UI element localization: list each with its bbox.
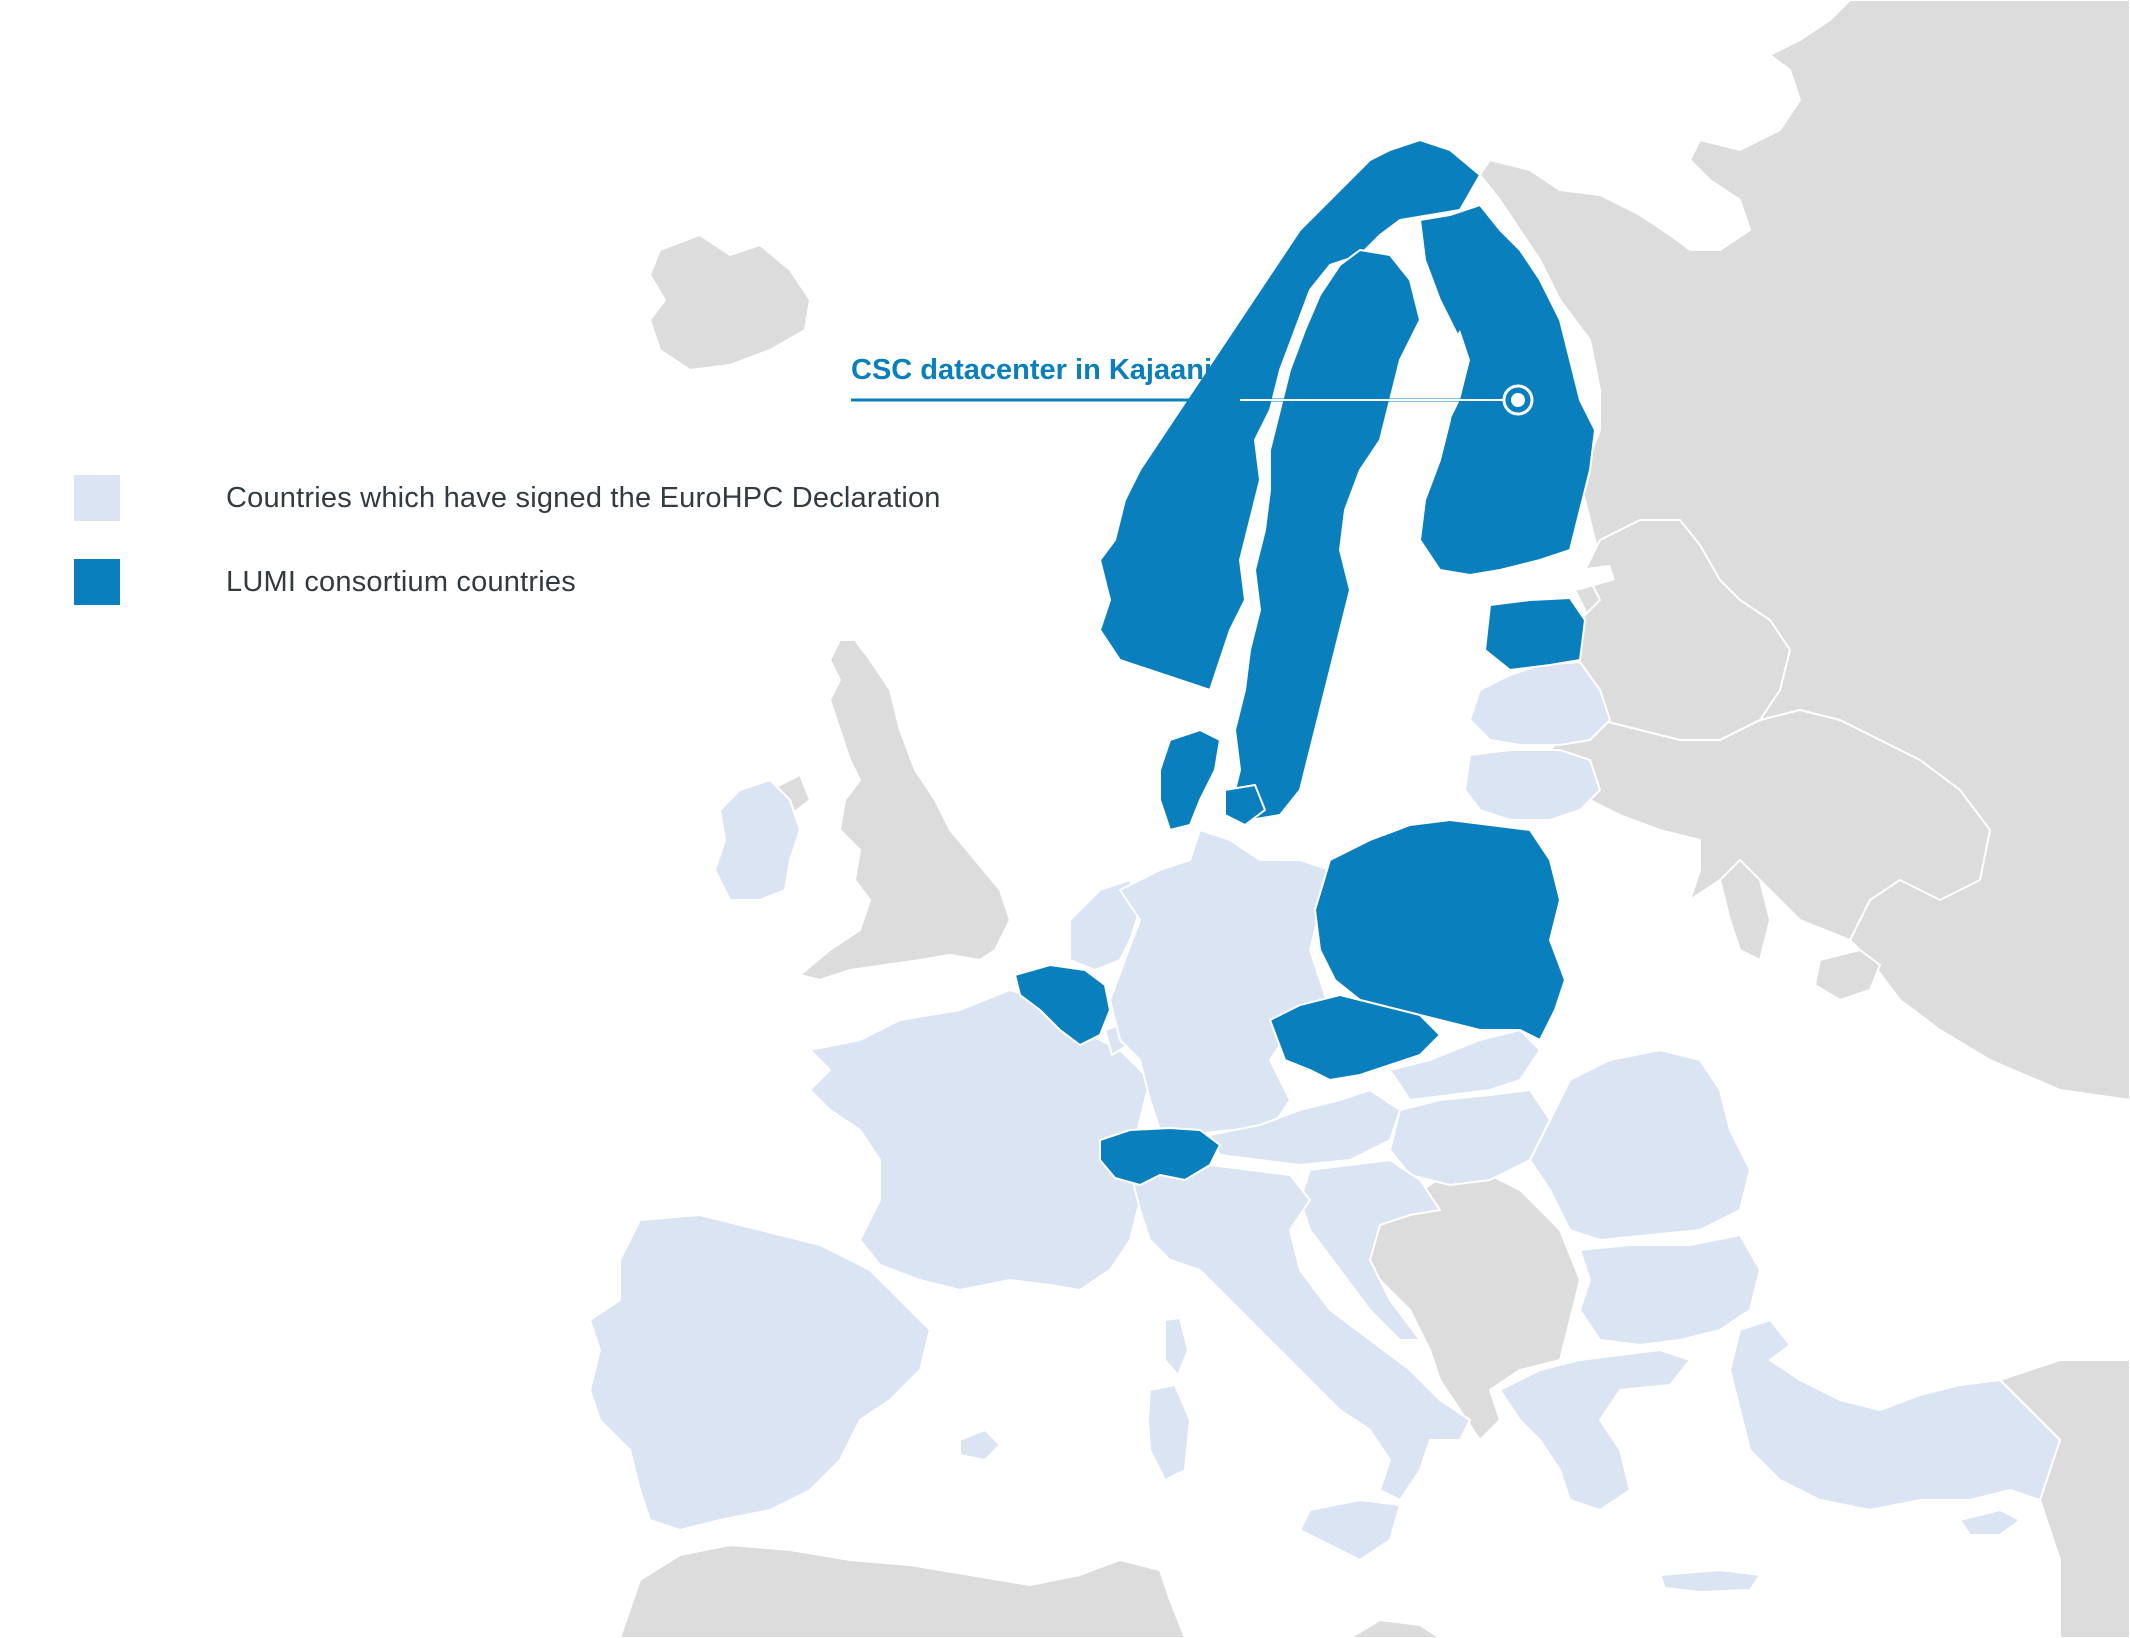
bulgaria bbox=[1579, 1234, 1761, 1346]
denmark bbox=[1159, 729, 1221, 831]
legend-item-lumi: LUMI consortium countries bbox=[74, 558, 941, 606]
location-dot-icon bbox=[1502, 384, 1534, 416]
legend-label-lumi: LUMI consortium countries bbox=[226, 565, 576, 598]
ireland bbox=[714, 779, 801, 901]
corsica bbox=[1164, 1317, 1189, 1376]
legend-label-signatory: Countries which have signed the EuroHPC … bbox=[226, 481, 941, 514]
estonia bbox=[1484, 597, 1586, 671]
denmark-island bbox=[1224, 784, 1266, 826]
crimea-land bbox=[1814, 949, 1881, 1001]
legend-swatch-signatory bbox=[74, 475, 120, 521]
austria bbox=[1209, 1089, 1401, 1166]
north-africa-east-land bbox=[1349, 1619, 1441, 1638]
czechia bbox=[1269, 994, 1441, 1081]
greece bbox=[1499, 1349, 1691, 1511]
baltic-sea bbox=[1340, 330, 1470, 815]
iberian-peninsula bbox=[589, 1214, 931, 1531]
russia-land bbox=[1479, 0, 2130, 1101]
north-africa-land bbox=[619, 1544, 1186, 1638]
datacenter-callout-label: CSC datacenter in Kajaani bbox=[851, 354, 1212, 386]
belgium bbox=[1014, 964, 1111, 1046]
lumi-countries bbox=[1014, 139, 1596, 1186]
sicily bbox=[1299, 1499, 1401, 1561]
balearic-islands bbox=[959, 1429, 1001, 1461]
sardinia bbox=[1147, 1384, 1191, 1481]
turkey bbox=[1729, 1319, 2061, 1511]
iceland-land bbox=[649, 234, 811, 371]
signatory-countries bbox=[589, 661, 2061, 1593]
slovakia bbox=[1389, 1029, 1541, 1101]
map-legend: Countries which have signed the EuroHPC … bbox=[74, 474, 941, 642]
lithuania bbox=[1464, 749, 1601, 821]
hungary bbox=[1389, 1089, 1551, 1186]
norway bbox=[1099, 139, 1481, 691]
romania bbox=[1529, 1049, 1751, 1241]
crete bbox=[1659, 1569, 1761, 1593]
legend-swatch-lumi bbox=[74, 559, 120, 605]
ukraine-land bbox=[1539, 709, 1991, 941]
gulf-of-finland bbox=[1470, 565, 1615, 600]
italy bbox=[1129, 1159, 1471, 1501]
sweden bbox=[1229, 249, 1421, 821]
legend-item-signatory: Countries which have signed the EuroHPC … bbox=[74, 474, 941, 522]
uk-land bbox=[799, 639, 1011, 981]
slovenia-croatia bbox=[1299, 1159, 1441, 1341]
netherlands bbox=[1069, 879, 1141, 971]
other-land bbox=[619, 0, 2130, 1638]
switzerland bbox=[1099, 1127, 1221, 1186]
latvia bbox=[1469, 661, 1611, 746]
poland bbox=[1314, 819, 1566, 1041]
moldova-land bbox=[1719, 859, 1771, 961]
cyprus bbox=[1959, 1509, 2021, 1536]
